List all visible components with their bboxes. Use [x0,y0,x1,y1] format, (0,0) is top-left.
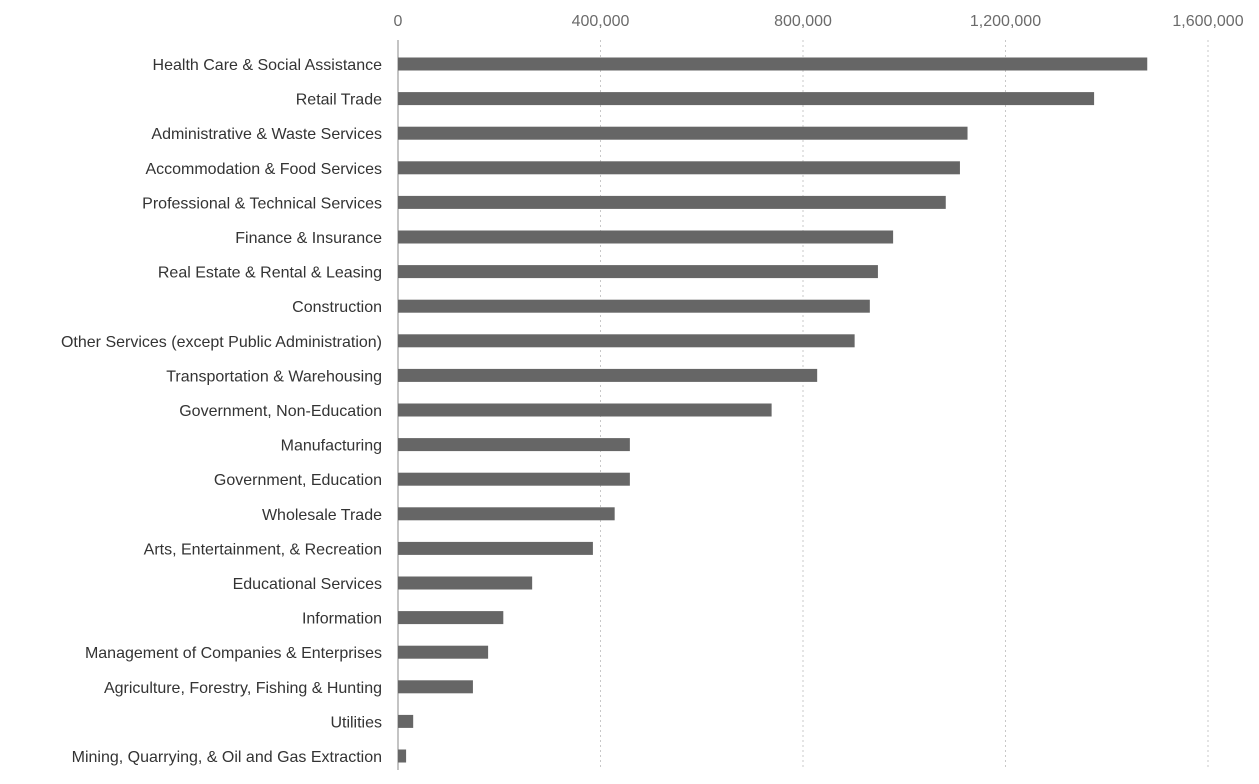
category-label: Professional & Technical Services [142,195,382,212]
bar [398,576,533,590]
category-label: Government, Non-Education [179,403,382,420]
category-label: Management of Companies & Enterprises [85,645,382,662]
x-tick-label: 1,200,000 [970,13,1041,30]
x-tick-label: 800,000 [774,13,832,30]
bar [398,680,473,694]
category-label: Other Services (except Public Administra… [61,334,382,351]
bar [398,611,504,625]
category-label: Health Care & Social Assistance [153,57,383,74]
category-label: Mining, Quarrying, & Oil and Gas Extract… [72,749,382,766]
category-label: Wholesale Trade [262,507,382,524]
bar [398,749,407,763]
bar [398,472,630,486]
category-label: Manufacturing [281,438,382,455]
category-labels: Health Care & Social Assistance Retail Tr… [61,57,382,766]
bar [398,299,870,313]
category-label: Arts, Entertainment, & Recreation [144,541,382,558]
bar [398,230,894,244]
category-label: Transportation & Warehousing [166,368,382,385]
bar [398,438,630,452]
x-tick-label: 1,600,000 [1172,13,1243,30]
bars [398,57,1148,763]
bar [398,161,960,175]
bar [398,541,593,555]
category-label: Information [302,611,382,628]
category-label: Construction [292,299,382,316]
category-label: Agriculture, Forestry, Fishing & Hunting [104,680,382,697]
bar [398,714,414,728]
bar [398,265,878,279]
bar [398,368,818,382]
category-label: Educational Services [233,576,382,593]
bar [398,645,489,659]
category-label: Utilities [330,714,382,731]
bar [398,507,615,521]
category-label: Administrative & Waste Services [151,126,382,143]
x-tick-label: 400,000 [572,13,630,30]
bar [398,92,1095,106]
category-label: Real Estate & Rental & Leasing [158,265,382,282]
category-label: Accommodation & Food Services [145,161,382,178]
category-label: Finance & Insurance [235,230,382,247]
category-label: Retail Trade [296,92,382,109]
bar [398,334,855,348]
bar [398,195,946,209]
x-axis-tick-labels: 0 400,000 800,000 1,200,000 1,600,000 [394,13,1244,30]
bar [398,57,1148,71]
x-tick-label: 0 [394,13,403,30]
category-label: Government, Education [214,472,382,489]
bar [398,126,968,140]
bar [398,403,772,417]
